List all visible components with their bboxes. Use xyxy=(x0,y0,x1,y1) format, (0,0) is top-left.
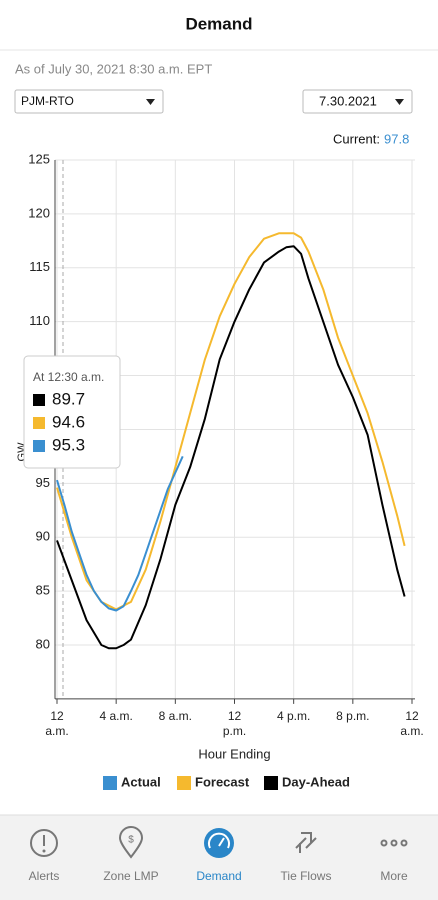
legend-label: Day-Ahead xyxy=(282,774,350,789)
current-value: 97.8 xyxy=(384,131,409,146)
tooltip-value: 89.7 xyxy=(52,389,85,408)
series-line xyxy=(56,455,184,612)
y-tick-label: 125 xyxy=(28,151,50,166)
tooltip-title: At 12:30 a.m. xyxy=(33,370,104,384)
y-tick-label: 115 xyxy=(29,259,50,274)
as-of-text: As of July 30, 2021 8:30 a.m. EPT xyxy=(15,61,212,76)
dropdown-box[interactable] xyxy=(14,89,164,114)
zone-dropdown[interactable]: PJM-RTO xyxy=(14,89,164,114)
header-bar xyxy=(0,0,438,50)
legend-swatch xyxy=(264,776,278,790)
nav-label[interactable]: Alerts xyxy=(29,869,60,883)
alerts-icon[interactable] xyxy=(42,849,46,853)
date-dropdown[interactable]: 7.30.2021 xyxy=(302,89,413,114)
more-icon[interactable] xyxy=(380,839,388,847)
series-line xyxy=(56,245,406,650)
x-tick-label: 8 a.m. xyxy=(158,708,192,723)
y-tick-label: 90 xyxy=(36,529,50,544)
y-tick-label: 120 xyxy=(28,205,50,220)
more-icon[interactable] xyxy=(400,839,408,847)
tooltip: At 12:30 a.m. 89.7 94.6 95.3 xyxy=(23,355,121,469)
tie-flows-icon[interactable] xyxy=(295,832,317,853)
tooltip-value: 95.3 xyxy=(52,435,85,454)
x-tick-label: 12 a.m. xyxy=(400,708,424,738)
x-tick-label: 8 p.m. xyxy=(336,708,370,723)
x-tick-label: 12 a.m. xyxy=(45,708,69,738)
x-tick-label: 4 a.m. xyxy=(99,708,133,723)
nav-label[interactable]: Zone LMP xyxy=(103,869,158,883)
tooltip-value: 94.6 xyxy=(52,412,85,431)
dropdown-text[interactable]: 7.30.2021 xyxy=(319,93,377,108)
tooltip-swatch xyxy=(33,440,45,452)
y-tick-label: 85 xyxy=(36,583,50,598)
legend-label: Forecast xyxy=(195,774,250,789)
legend-label: Actual xyxy=(121,774,161,789)
demand-icon[interactable] xyxy=(208,832,230,849)
tooltip-swatch xyxy=(33,394,45,406)
legend-swatch xyxy=(177,776,191,790)
dropdown-arrow[interactable] xyxy=(395,99,404,105)
legend-swatch xyxy=(103,776,117,790)
demand-icon[interactable] xyxy=(204,828,234,858)
header-title: Demand xyxy=(185,14,252,33)
tooltip-swatch xyxy=(33,417,45,429)
zone-lmp-icon[interactable] xyxy=(118,826,144,859)
zone-lmp-icon[interactable]: $ xyxy=(128,835,134,846)
tooltip-box xyxy=(23,355,121,469)
x-tick-label: 12 p.m. xyxy=(222,708,247,738)
y-tick-label: 110 xyxy=(29,313,50,328)
dropdown-box[interactable] xyxy=(302,89,413,114)
dropdown-arrow[interactable] xyxy=(146,99,155,105)
dropdown-text[interactable]: PJM-RTO xyxy=(21,94,74,108)
nav-label[interactable]: Demand xyxy=(196,869,241,883)
x-tick-label: 4 p.m. xyxy=(276,708,311,723)
demand-icon[interactable] xyxy=(218,837,225,847)
y-tick-label: 80 xyxy=(36,636,50,651)
more-icon[interactable] xyxy=(390,839,398,847)
nav-label[interactable]: Tie Flows xyxy=(281,869,332,883)
current-label: Current: xyxy=(333,131,380,146)
alerts-icon[interactable] xyxy=(30,829,58,857)
nav-label[interactable]: More xyxy=(380,869,408,883)
y-tick-label: 95 xyxy=(36,475,50,490)
x-axis-title: Hour Ending xyxy=(198,746,270,761)
